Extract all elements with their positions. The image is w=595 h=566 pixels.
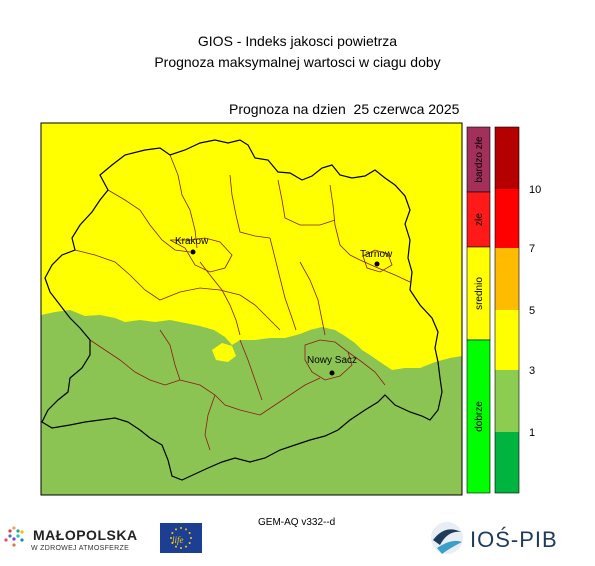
city-tarnow: Tarnow (360, 249, 393, 267)
category-legend: bardzo złe złe srednio dobrze (466, 126, 491, 494)
title-line-1: GIOS - Indeks jakosci powietrza (197, 33, 398, 49)
moderate-island (212, 343, 236, 362)
city-label-krakow: Krakow (175, 236, 209, 247)
good-air-zone (41, 310, 462, 495)
eu-star (170, 537, 172, 539)
city-nowy-sacz: Nowy Sacz (307, 355, 357, 376)
eu-star (185, 545, 187, 548)
malopolska-logo-text: MAŁOPOLSKA (33, 527, 138, 543)
eu-star (188, 532, 191, 534)
city-marker-nowy-sacz (329, 370, 335, 376)
eu-star (171, 542, 174, 544)
ios-pib-logo-icon (431, 522, 463, 554)
eu-life-text: life (172, 535, 184, 545)
legend-label-zle: złe (474, 213, 485, 226)
city-label-nowy-sacz: Nowy Sacz (307, 355, 357, 366)
scale-segment-6 (495, 432, 519, 493)
scale-tick-3: 3 (529, 365, 535, 377)
scale-segment-5 (495, 370, 519, 432)
eu-star (180, 547, 182, 549)
map-frame (40, 122, 463, 496)
eu-star (188, 542, 191, 544)
scale-tick-1: 1 (529, 427, 535, 439)
forecast-date-line: Prognoza na dzien 25 czerwca 2025 (229, 101, 459, 117)
forecast-date: 25 czerwca 2025 (353, 101, 460, 117)
scale-tick-10: 10 (529, 184, 541, 196)
eu-star (190, 537, 192, 539)
eu-star (175, 528, 177, 531)
title-line-2: Prognoza maksymalnej wartosci w ciagu do… (154, 54, 441, 70)
scale-tick-7: 7 (529, 243, 535, 255)
district-borders (74, 154, 411, 451)
legend-label-bardzo-zle: bardzo złe (474, 136, 485, 183)
city-marker-tarnow (374, 261, 380, 267)
scale-segment-3 (495, 248, 519, 310)
forecast-label: Prognoza na dzien (229, 101, 346, 117)
eu-star (175, 545, 177, 548)
malopolska-tagline: W ZDROWEJ ATMOSFERZE (31, 545, 130, 552)
city-krakow: Krakow (175, 236, 209, 255)
legend-label-dobrze: dobrze (474, 401, 485, 432)
scale-tick-5: 5 (529, 305, 535, 317)
legend-swatch-dobrze (466, 339, 491, 494)
colour-scale-legend: 10 7 5 3 1 (494, 126, 541, 494)
eu-star (185, 528, 187, 531)
model-version-label: GEM-AQ v332--d (258, 517, 336, 528)
legend-label-srednio: srednio (474, 277, 485, 310)
ios-pib-logo-text: IOŚ-PIB (470, 527, 558, 552)
eu-life-logo: life (160, 523, 202, 553)
scale-frame (494, 126, 520, 494)
malopolska-logo-icon (4, 526, 24, 547)
city-marker-krakow (190, 249, 196, 255)
scale-segment-2 (495, 189, 519, 248)
region-border (41, 139, 443, 481)
city-label-tarnow: Tarnow (360, 249, 393, 260)
scale-segment-4 (495, 310, 519, 370)
scale-segment-1 (495, 127, 519, 189)
eu-star (171, 532, 174, 534)
eu-star (180, 527, 182, 529)
